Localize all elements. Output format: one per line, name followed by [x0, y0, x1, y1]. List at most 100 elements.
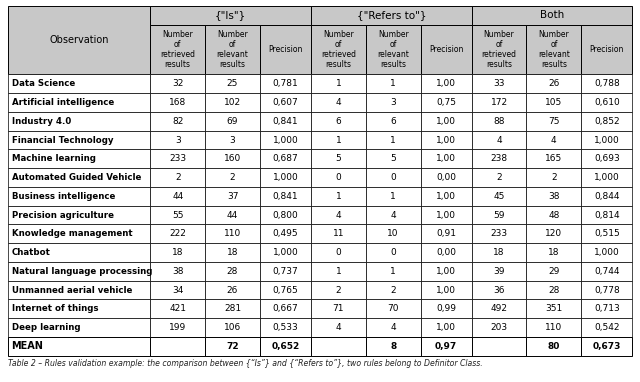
Text: 44: 44: [172, 192, 183, 201]
Bar: [311, 262, 366, 281]
Bar: [527, 131, 581, 149]
Text: 0,852: 0,852: [594, 117, 620, 126]
Bar: [150, 25, 205, 74]
Bar: [420, 112, 472, 131]
Text: 45: 45: [493, 192, 505, 201]
Bar: [581, 112, 632, 131]
Bar: [527, 93, 581, 112]
Text: 18: 18: [548, 248, 559, 257]
Bar: [527, 337, 581, 356]
Text: 6: 6: [335, 117, 341, 126]
Bar: [8, 187, 150, 206]
Bar: [472, 25, 527, 74]
Bar: [205, 206, 260, 225]
Text: 38: 38: [548, 192, 559, 201]
Text: 421: 421: [169, 304, 186, 313]
Text: 1,00: 1,00: [436, 154, 456, 163]
Bar: [420, 299, 472, 318]
Text: 0,542: 0,542: [594, 323, 620, 332]
Text: 0,778: 0,778: [594, 286, 620, 295]
Bar: [472, 318, 527, 337]
Text: 0,844: 0,844: [594, 192, 620, 201]
Text: 2: 2: [390, 286, 396, 295]
Bar: [366, 337, 420, 356]
Bar: [581, 74, 632, 93]
Text: Chatbot: Chatbot: [12, 248, 51, 257]
Text: 1: 1: [335, 192, 341, 201]
Text: 28: 28: [548, 286, 559, 295]
Text: 0,667: 0,667: [273, 304, 298, 313]
Bar: [420, 243, 472, 262]
Text: 4: 4: [390, 323, 396, 332]
Bar: [420, 187, 472, 206]
Text: Knowledge management: Knowledge management: [12, 229, 132, 238]
Text: 0,737: 0,737: [273, 267, 298, 276]
Bar: [527, 149, 581, 168]
Text: 222: 222: [170, 229, 186, 238]
Bar: [581, 131, 632, 149]
Bar: [260, 187, 311, 206]
Text: Number
of
relevant
results: Number of relevant results: [538, 30, 570, 69]
Text: 102: 102: [224, 98, 241, 107]
Text: 4: 4: [551, 136, 557, 145]
Bar: [420, 206, 472, 225]
Bar: [581, 206, 632, 225]
Text: Deep learning: Deep learning: [12, 323, 80, 332]
Bar: [8, 131, 150, 149]
Text: 492: 492: [490, 304, 508, 313]
Bar: [205, 168, 260, 187]
Bar: [150, 93, 205, 112]
Text: 82: 82: [172, 117, 184, 126]
Text: 18: 18: [172, 248, 184, 257]
Bar: [150, 131, 205, 149]
Text: 1: 1: [390, 267, 396, 276]
Bar: [527, 25, 581, 74]
Text: 168: 168: [169, 98, 186, 107]
Text: 0,744: 0,744: [594, 267, 620, 276]
Bar: [8, 299, 150, 318]
Bar: [150, 149, 205, 168]
Bar: [205, 225, 260, 243]
Bar: [150, 337, 205, 356]
Bar: [311, 25, 366, 74]
Text: 1: 1: [390, 192, 396, 201]
Bar: [527, 243, 581, 262]
Text: 0,75: 0,75: [436, 98, 456, 107]
Bar: [420, 149, 472, 168]
Bar: [366, 112, 420, 131]
Bar: [581, 93, 632, 112]
Text: 5: 5: [390, 154, 396, 163]
Bar: [472, 131, 527, 149]
Text: 72: 72: [226, 342, 239, 351]
Bar: [472, 149, 527, 168]
Text: Artificial intelligence: Artificial intelligence: [12, 98, 114, 107]
Bar: [8, 112, 150, 131]
Text: 69: 69: [227, 117, 238, 126]
Text: 0: 0: [335, 173, 341, 182]
Text: 18: 18: [493, 248, 505, 257]
Text: 1: 1: [390, 79, 396, 88]
Text: 33: 33: [493, 79, 505, 88]
Text: 0,00: 0,00: [436, 173, 456, 182]
Bar: [366, 74, 420, 93]
Text: 0,97: 0,97: [435, 342, 457, 351]
Bar: [366, 168, 420, 187]
Bar: [366, 149, 420, 168]
Bar: [420, 318, 472, 337]
Bar: [366, 243, 420, 262]
Bar: [527, 262, 581, 281]
Text: 6: 6: [390, 117, 396, 126]
Bar: [8, 281, 150, 299]
Text: 59: 59: [493, 210, 505, 220]
Text: 0,841: 0,841: [273, 192, 298, 201]
Text: 80: 80: [548, 342, 560, 351]
Text: 3: 3: [390, 98, 396, 107]
Text: 4: 4: [335, 210, 341, 220]
Text: 1: 1: [390, 136, 396, 145]
Bar: [205, 262, 260, 281]
Text: 105: 105: [545, 98, 563, 107]
Text: 1,00: 1,00: [436, 79, 456, 88]
Text: 0,765: 0,765: [273, 286, 298, 295]
Bar: [8, 318, 150, 337]
Bar: [472, 299, 527, 318]
